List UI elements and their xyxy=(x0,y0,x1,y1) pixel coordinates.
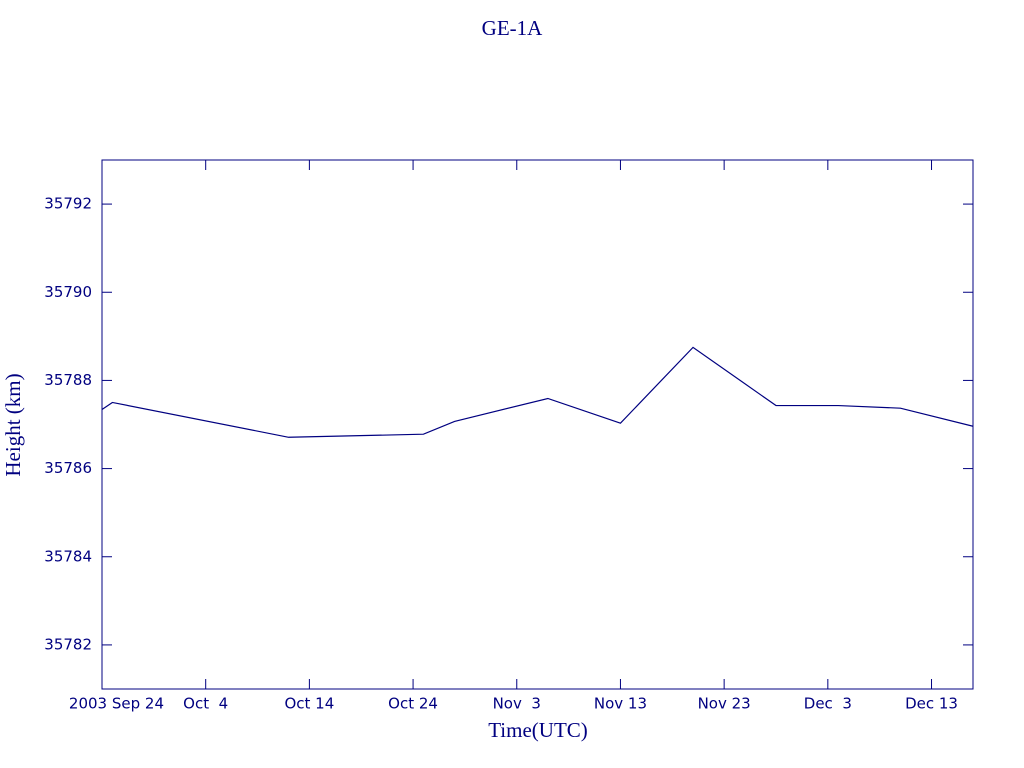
x-tick-label: Nov 3 xyxy=(493,695,541,713)
y-tick-label: 35782 xyxy=(44,635,92,653)
data-line xyxy=(101,346,974,438)
x-tick-label: Dec 13 xyxy=(905,695,958,713)
chart-title: GE-1A xyxy=(482,16,543,40)
x-tick-label: Oct 14 xyxy=(284,695,334,713)
x-tick-label: Dec 3 xyxy=(804,695,852,713)
x-axis-label: Time(UTC) xyxy=(488,718,588,742)
x-tick-label: Nov 13 xyxy=(594,695,647,713)
y-tick-label: 35788 xyxy=(44,371,92,389)
plot-frame xyxy=(101,159,974,690)
y-tick-label: 35792 xyxy=(44,195,92,213)
y-axis-label: Height (km) xyxy=(1,373,25,476)
x-tick-label: Nov 23 xyxy=(698,695,751,713)
x-tick-label: Oct 4 xyxy=(183,695,228,713)
y-tick-label: 35784 xyxy=(44,547,92,565)
x-tick-label: 2003 Sep 24 xyxy=(69,695,164,713)
x-tick-label: Oct 24 xyxy=(388,695,438,713)
y-tick-label: 35786 xyxy=(44,459,92,477)
y-tick-label: 35790 xyxy=(44,283,92,301)
